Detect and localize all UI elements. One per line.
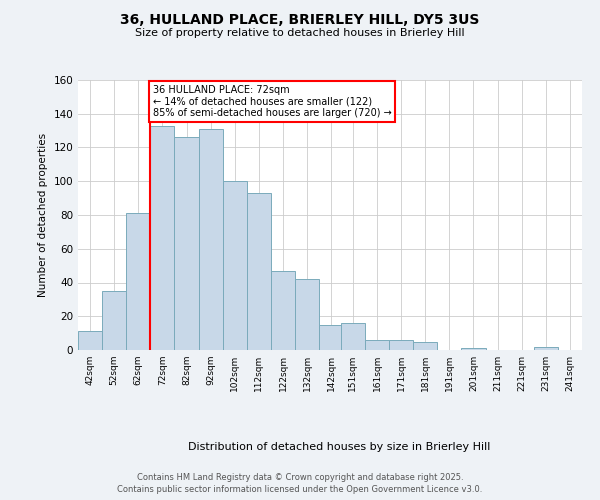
Text: Contains HM Land Registry data © Crown copyright and database right 2025.: Contains HM Land Registry data © Crown c…: [137, 472, 463, 482]
Text: Distribution of detached houses by size in Brierley Hill: Distribution of detached houses by size …: [188, 442, 490, 452]
Y-axis label: Number of detached properties: Number of detached properties: [38, 133, 48, 297]
Bar: [389, 340, 413, 350]
Bar: [247, 193, 271, 350]
Bar: [175, 138, 199, 350]
Bar: [199, 129, 223, 350]
Bar: [102, 291, 126, 350]
Bar: [151, 126, 175, 350]
Bar: [126, 214, 151, 350]
Bar: [461, 348, 485, 350]
Text: 36 HULLAND PLACE: 72sqm
← 14% of detached houses are smaller (122)
85% of semi-d: 36 HULLAND PLACE: 72sqm ← 14% of detache…: [153, 85, 392, 118]
Bar: [319, 324, 343, 350]
Bar: [341, 323, 365, 350]
Text: Contains public sector information licensed under the Open Government Licence v3: Contains public sector information licen…: [118, 485, 482, 494]
Bar: [78, 332, 102, 350]
Bar: [271, 270, 295, 350]
Text: 36, HULLAND PLACE, BRIERLEY HILL, DY5 3US: 36, HULLAND PLACE, BRIERLEY HILL, DY5 3U…: [121, 12, 479, 26]
Bar: [365, 340, 389, 350]
Bar: [534, 346, 558, 350]
Bar: [413, 342, 437, 350]
Bar: [223, 181, 247, 350]
Text: Size of property relative to detached houses in Brierley Hill: Size of property relative to detached ho…: [135, 28, 465, 38]
Bar: [295, 279, 319, 350]
